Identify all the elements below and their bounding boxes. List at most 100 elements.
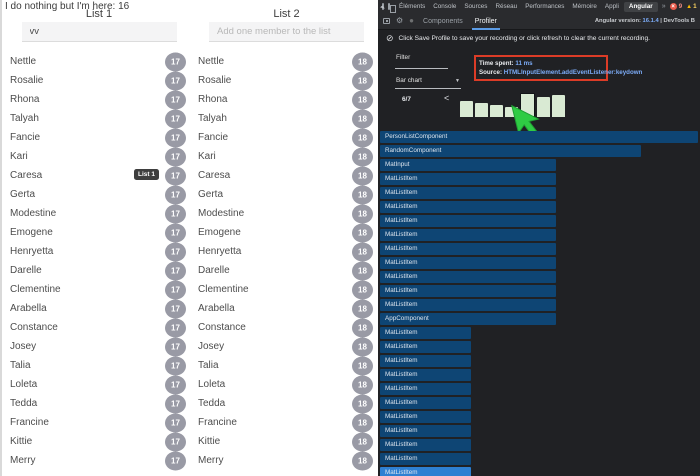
profiler-row[interactable]: MatListItem (380, 243, 556, 255)
list-item[interactable]: Francine 17 (10, 413, 188, 432)
frame-bar[interactable] (475, 103, 488, 117)
list-item[interactable]: Arabella 17 (10, 299, 188, 318)
list-item[interactable]: Darelle 17 (10, 261, 188, 280)
record-icon[interactable]: ● (409, 16, 415, 25)
settings-gear-icon[interactable]: ⚙ (396, 16, 404, 25)
profiler-row[interactable]: MatListItem (380, 257, 556, 269)
list-item[interactable]: Arabella 18 (198, 299, 375, 318)
tab-components[interactable]: Components (423, 17, 463, 25)
device-toolbar-icon[interactable] (388, 3, 396, 13)
profiler-row[interactable]: MatListItem (380, 397, 471, 409)
profiler-row[interactable]: MatListItem (380, 425, 471, 437)
list-item[interactable]: Rosalie 17 (10, 71, 188, 90)
list-item[interactable]: Merry 18 (198, 451, 375, 470)
list-item[interactable]: Rhona 17 (10, 90, 188, 109)
profiler-row[interactable]: PersonListComponent (380, 131, 698, 143)
profiler-row[interactable]: MatListItem (380, 467, 471, 476)
profiler-row[interactable]: MatListItem (380, 215, 556, 227)
devtools-tab[interactable]: Performances (525, 3, 565, 10)
tab-angular[interactable]: Angular (623, 1, 658, 12)
profiler-row[interactable]: MatListItem (380, 369, 471, 381)
list-item[interactable]: Emogene 17 (10, 223, 188, 242)
devtools-tab[interactable]: Mémoire (572, 3, 597, 10)
list-item[interactable]: Tedda 17 (10, 394, 188, 413)
list-item[interactable]: Loleta 17 (10, 375, 188, 394)
list-item[interactable]: Kittie 18 (198, 432, 375, 451)
profiler-row[interactable]: MatListItem (380, 341, 471, 353)
list-item[interactable]: Fancie 17 (10, 128, 188, 147)
profiler-row[interactable]: MatListItem (380, 299, 556, 311)
list-item[interactable]: Talia 17 (10, 356, 188, 375)
profiler-row[interactable]: MatListItem (380, 285, 556, 297)
list-item[interactable]: Nettle 17 (10, 52, 188, 71)
list-item[interactable]: Caresa 18 (198, 166, 375, 185)
list-item[interactable]: Nettle 18 (198, 52, 375, 71)
list-1-input[interactable] (21, 22, 177, 42)
count-badge: 18 (352, 71, 373, 90)
profiler-row[interactable]: MatListItem (380, 355, 471, 367)
profiler-row[interactable]: MatInput (380, 159, 556, 171)
profiler-row[interactable]: MatListItem (380, 187, 556, 199)
frame-bar[interactable] (552, 95, 565, 117)
profiler-row[interactable]: MatListItem (380, 453, 471, 465)
list-item[interactable]: Tedda 18 (198, 394, 375, 413)
list-item[interactable]: Josey 18 (198, 337, 375, 356)
inspect-element-icon[interactable] (382, 3, 384, 10)
profiler-row[interactable]: MatListItem (380, 439, 471, 451)
list-item[interactable]: Gerta 18 (198, 185, 375, 204)
list-item[interactable]: Emogene 18 (198, 223, 375, 242)
chart-type-select[interactable]: Bar chart ▼ (396, 77, 460, 84)
profiler-row[interactable]: MatListItem (380, 327, 471, 339)
list-item[interactable]: Rhona 18 (198, 90, 375, 109)
devtools-tab[interactable]: Appli (604, 3, 619, 10)
frame-bar[interactable] (537, 97, 550, 117)
profiler-row[interactable]: MatListItem (380, 229, 556, 241)
filter-input[interactable]: Filter (396, 54, 411, 61)
list-item[interactable]: Fancie 18 (198, 128, 375, 147)
warning-badge[interactable]: ▲ 1 (686, 3, 696, 10)
list-item[interactable]: Clementine 17 (10, 280, 188, 299)
list-item[interactable]: Modestine 17 (10, 204, 188, 223)
profiler-row[interactable]: RandomComponent (380, 145, 641, 157)
list-2-input[interactable] (209, 22, 364, 42)
list-item[interactable]: Talyah 18 (198, 109, 375, 128)
list-item[interactable]: Loleta 18 (198, 375, 375, 394)
chevron-left-icon[interactable]: < (444, 93, 450, 103)
error-badge[interactable]: × 9 (669, 3, 682, 10)
list-item[interactable]: Kari 18 (198, 147, 375, 166)
list-item[interactable]: Talyah 17 (10, 109, 188, 128)
list-item[interactable]: Talia 18 (198, 356, 375, 375)
list-item[interactable]: Clementine 18 (198, 280, 375, 299)
profiler-row[interactable]: MatListItem (380, 271, 556, 283)
profiler-row[interactable]: MatListItem (380, 383, 471, 395)
source-link[interactable]: HTMLInputElement.addEventListener:keydow… (503, 68, 643, 76)
frame-bar[interactable] (460, 101, 473, 117)
profiler-row[interactable]: MatListItem (380, 411, 471, 423)
profiler-row[interactable]: AppComponent (380, 313, 556, 325)
profiler-row[interactable]: MatListItem (380, 173, 556, 185)
list-item[interactable]: Modestine 18 (198, 204, 375, 223)
list-item[interactable]: Henryetta 18 (198, 242, 375, 261)
devtools-tab[interactable]: Sources (464, 3, 488, 10)
frame-bar[interactable] (490, 105, 503, 117)
list-item[interactable]: Kittie 17 (10, 432, 188, 451)
list-item[interactable]: Gerta 17 (10, 185, 188, 204)
profiler-row[interactable]: MatListItem (380, 201, 556, 213)
list-item[interactable]: Rosalie 18 (198, 71, 375, 90)
devtools-tab[interactable]: Réseau (495, 3, 518, 10)
frame-bar[interactable] (505, 107, 518, 117)
devtools-tab[interactable]: Console (433, 3, 457, 10)
list-item[interactable]: Henryetta 17 (10, 242, 188, 261)
devtools-tab[interactable]: Éléments (399, 3, 426, 10)
list-item[interactable]: Darelle 18 (198, 261, 375, 280)
tab-profiler[interactable]: Profiler (472, 13, 500, 30)
list-item[interactable]: Constance 17 (10, 318, 188, 337)
list-item[interactable]: Francine 18 (198, 413, 375, 432)
list-item[interactable]: Caresa List 1 17 (10, 166, 188, 185)
list-item[interactable]: Kari 17 (10, 147, 188, 166)
more-tabs-icon[interactable]: » (661, 3, 666, 10)
list-item[interactable]: Constance 18 (198, 318, 375, 337)
list-item[interactable]: Josey 17 (10, 337, 188, 356)
panel-icon[interactable] (383, 18, 390, 24)
list-item[interactable]: Merry 17 (10, 451, 188, 470)
